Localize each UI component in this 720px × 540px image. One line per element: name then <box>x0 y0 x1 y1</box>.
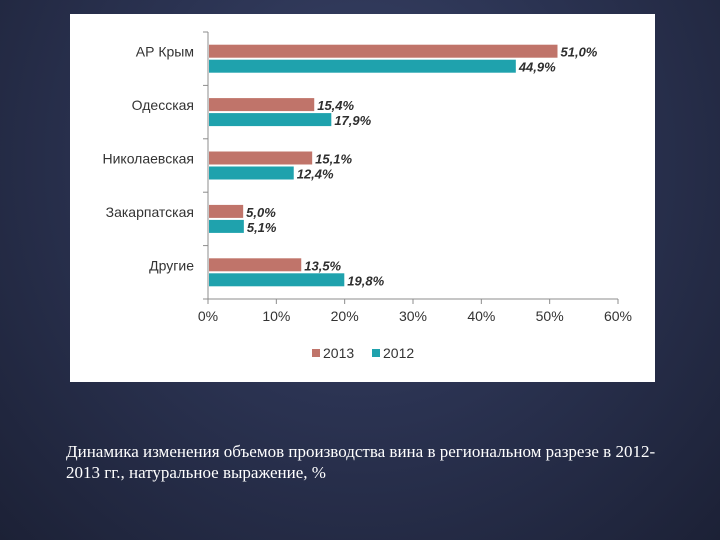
x-tick-label: 40% <box>467 308 495 324</box>
data-label: 51,0% <box>561 45 598 60</box>
legend-label: 2012 <box>383 345 414 361</box>
bar-2012 <box>209 59 516 73</box>
x-tick-label: 50% <box>536 308 564 324</box>
chart-caption: Динамика изменения объемов производства … <box>66 442 656 482</box>
data-label: 17,9% <box>334 113 371 128</box>
data-label: 12,4% <box>297 167 334 182</box>
x-tick-label: 60% <box>604 308 632 324</box>
bar-2013 <box>209 98 315 112</box>
chart-panel: 0% 10% 20% 30% 40% 50% 60% АР Крым 51,0% 44,9% Оде… <box>70 14 655 382</box>
category-label: Закарпатская <box>106 204 194 220</box>
x-tick-label: 10% <box>262 308 290 324</box>
bar-2013 <box>209 44 558 58</box>
bar-2012 <box>209 166 294 180</box>
category-label: Николаевская <box>102 151 194 167</box>
bar-2013 <box>209 151 313 165</box>
x-tick-label: 20% <box>331 308 359 324</box>
data-label: 15,4% <box>317 98 354 113</box>
bar-2012 <box>209 273 345 287</box>
bar-2013 <box>209 204 244 218</box>
data-label: 5,0% <box>246 205 276 220</box>
legend-label: 2013 <box>323 345 354 361</box>
category-label: АР Крым <box>136 44 194 60</box>
data-label: 19,8% <box>347 273 384 288</box>
data-label: 15,1% <box>315 152 352 167</box>
legend-swatch <box>312 349 320 357</box>
category-label: Другие <box>149 257 194 273</box>
data-label: 5,1% <box>247 220 277 235</box>
bar-2012 <box>209 113 332 127</box>
bar-2013 <box>209 258 302 272</box>
data-label: 44,9% <box>518 60 556 75</box>
legend-swatch <box>372 349 380 357</box>
x-tick-label: 0% <box>198 308 218 324</box>
data-label: 13,5% <box>304 258 341 273</box>
category-label: Одесская <box>132 97 194 113</box>
bar-chart: 0% 10% 20% 30% 40% 50% 60% АР Крым 51,0% 44,9% Оде… <box>102 31 632 361</box>
x-tick-label: 30% <box>399 308 427 324</box>
bar-2012 <box>209 219 244 233</box>
